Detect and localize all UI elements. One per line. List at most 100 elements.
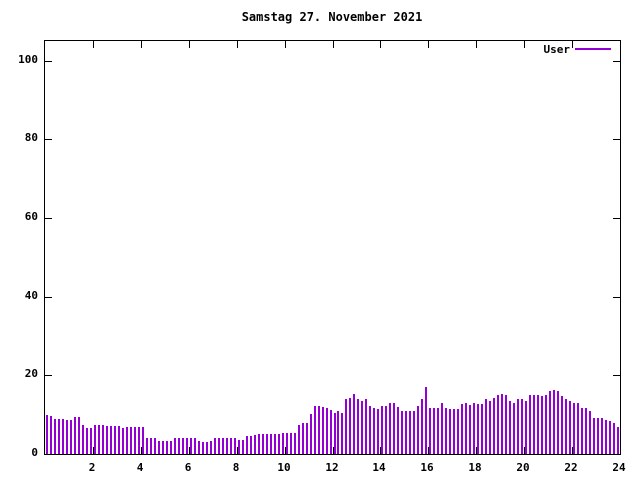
bar [585,408,588,454]
bar [581,407,584,454]
bar [241,440,244,454]
bar [73,416,76,454]
axis-tick [45,218,52,219]
axis-tick [613,454,620,455]
x-tick-label: 20 [516,461,530,474]
bar [301,422,304,454]
bar [77,416,80,454]
axis-tick [45,139,52,140]
bar [397,406,400,454]
bar [245,435,248,454]
axis-tick [45,454,52,455]
bar [317,406,320,454]
bar [513,402,516,454]
bar [517,399,520,454]
bar [557,391,560,454]
bar [157,441,160,454]
axis-tick [93,447,94,454]
bar [265,433,268,454]
bar [305,422,308,454]
axis-tick [45,375,52,376]
x-tick-label: 6 [184,461,192,474]
bar [341,412,344,454]
legend-label: User [543,42,571,56]
x-tick-label: 14 [372,461,386,474]
bar [285,432,288,454]
bar [533,395,536,454]
bar [189,438,192,454]
axis-tick [45,61,52,62]
bar [129,426,132,454]
axis-tick [613,297,620,298]
bar [97,425,100,454]
bar [161,441,164,454]
bar [529,395,532,454]
bar [193,438,196,454]
bar [49,415,52,454]
bar [453,409,456,454]
bar [393,402,396,454]
bar [209,441,212,454]
bar [277,433,280,454]
bar [173,438,176,454]
bar [437,408,440,454]
axis-tick [237,41,238,48]
bar [457,409,460,454]
bar [81,425,84,454]
bar [113,426,116,454]
axis-tick [189,41,190,48]
axis-tick [428,41,429,48]
axis-tick [620,41,621,48]
y-tick-label: 40 [24,289,38,302]
bar [537,395,540,454]
axis-tick [476,447,477,454]
bar [425,387,428,454]
bar [473,402,476,454]
axis-tick [613,61,620,62]
legend-line-sample [575,48,611,50]
x-tick-label: 4 [136,461,144,474]
bar [197,441,200,454]
bar [553,389,556,454]
bar [293,432,296,454]
bar [213,438,216,454]
bar [53,418,56,454]
bar [485,399,488,454]
bar [257,433,260,454]
bar [201,441,204,454]
axis-tick [572,447,573,454]
plot-area: User [44,40,621,455]
bar [477,404,480,454]
bar [589,411,592,454]
bar [429,407,432,454]
bar [593,417,596,454]
bar [597,417,600,454]
bar [469,404,472,454]
bar [145,437,148,454]
bar [169,440,172,454]
bar [269,433,272,454]
bar [545,395,548,454]
bar [57,418,60,454]
bar [489,400,492,454]
bar [46,414,48,454]
y-tick-label: 100 [18,53,38,66]
bar [461,404,464,454]
bar [441,402,444,454]
bar [605,420,608,454]
bar [149,437,152,454]
bar [117,426,120,454]
axis-tick [93,41,94,48]
y-tick-label: 0 [31,446,38,459]
bar [217,438,220,454]
bar [325,407,328,454]
bar [561,396,564,454]
axis-tick [141,447,142,454]
x-tick-label: 22 [564,461,578,474]
axis-tick [45,297,52,298]
bar [233,438,236,454]
axis-tick [333,447,334,454]
chart-title: Samstag 27. November 2021 [241,10,423,24]
bar [329,410,332,454]
y-tick-label: 80 [24,131,38,144]
